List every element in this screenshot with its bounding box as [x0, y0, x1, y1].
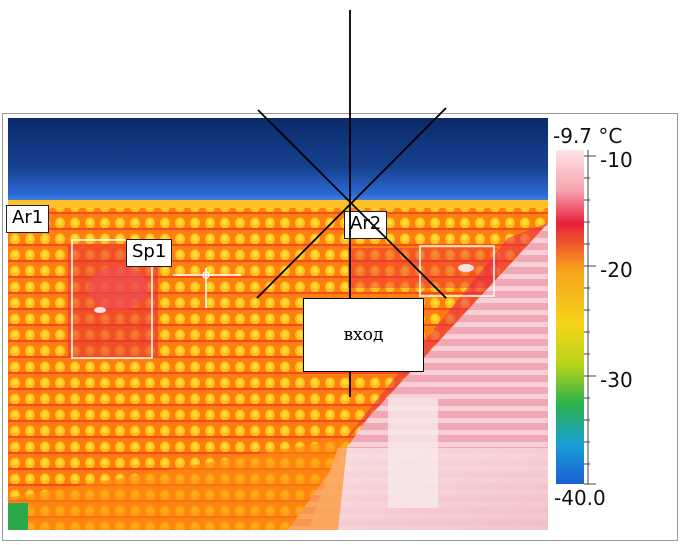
scale-tick-30: -30	[600, 368, 633, 392]
spot1-label: Sp1	[126, 239, 173, 267]
area1-label: Ar1	[6, 205, 50, 233]
entrance-label: вход	[343, 325, 384, 345]
entrance-label-box: вход	[303, 298, 424, 372]
scale-tick-10: -10	[600, 148, 633, 172]
scale-tick-20: -20	[600, 258, 633, 282]
thermal-image	[8, 118, 548, 530]
scale-min-label: -40.0	[554, 486, 606, 510]
scale-max-label: -9.7 °C	[553, 124, 623, 148]
spot1-crosshair	[173, 268, 241, 308]
color-bar	[556, 150, 596, 485]
temperature-scale: -9.7 °C	[552, 118, 680, 530]
area1-rect	[71, 239, 153, 359]
area2-label: Ar2	[344, 211, 388, 239]
